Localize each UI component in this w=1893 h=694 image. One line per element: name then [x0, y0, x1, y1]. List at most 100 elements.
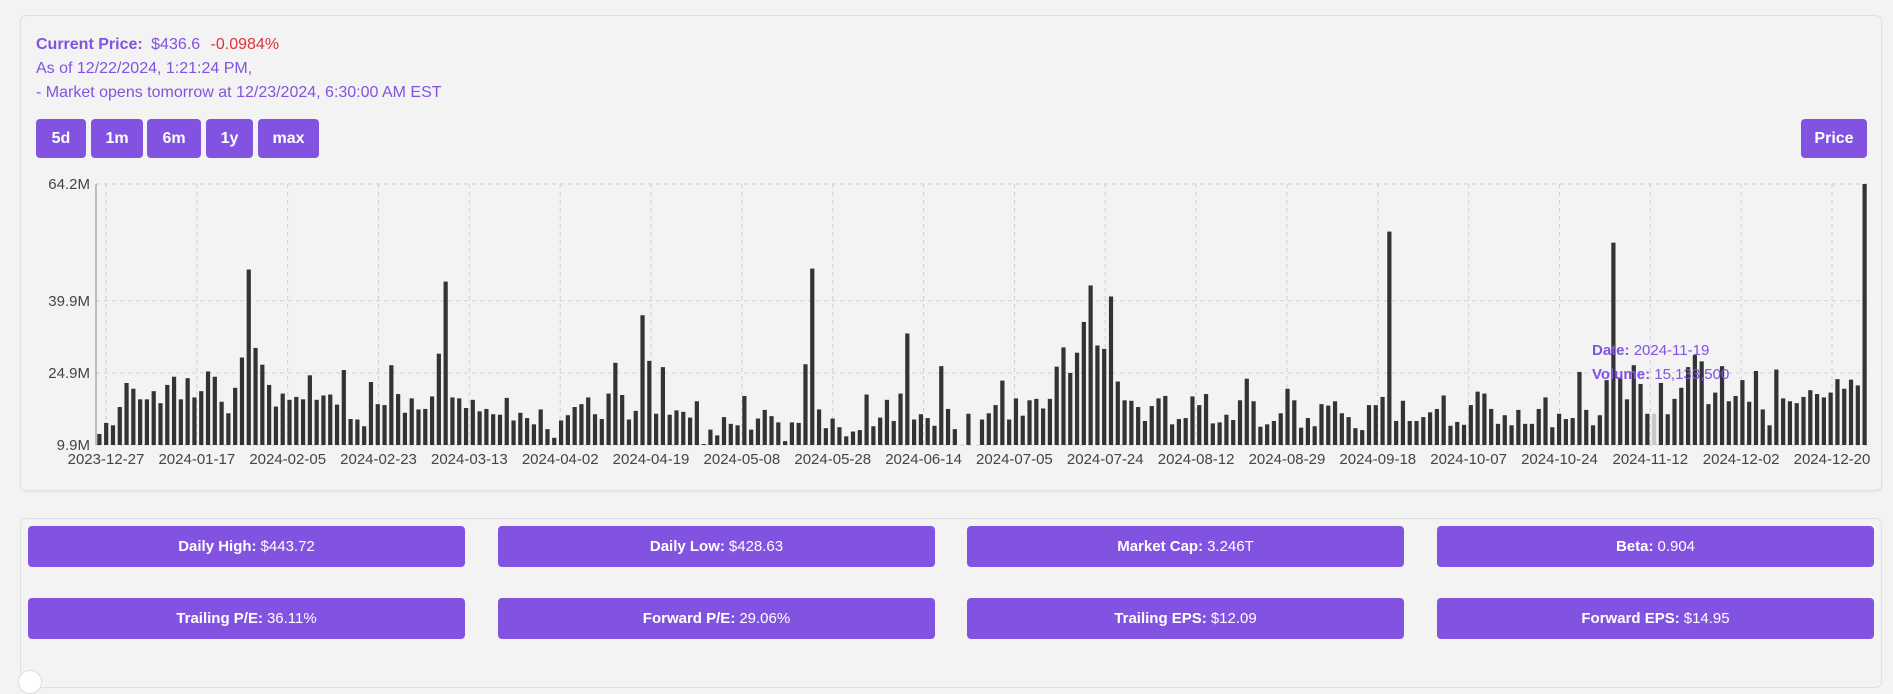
- volume-bar: [423, 408, 428, 445]
- volume-bar: [1115, 381, 1120, 445]
- volume-bar: [844, 436, 849, 445]
- volume-bar: [491, 414, 496, 445]
- volume-bar: [898, 393, 903, 445]
- x-tick-label: 2024-10-24: [1521, 451, 1598, 468]
- volume-bar: [620, 395, 625, 445]
- volume-bar: [939, 366, 944, 445]
- volume-bar: [348, 419, 353, 445]
- volume-bar: [1699, 361, 1704, 445]
- x-tick-label: 2024-03-13: [431, 451, 508, 468]
- volume-bar: [1265, 424, 1270, 445]
- volume-bar: [273, 406, 279, 445]
- volume-bar: [579, 404, 584, 445]
- volume-bar: [626, 419, 632, 445]
- volume-bar: [1312, 426, 1317, 445]
- price-toggle-button[interactable]: Price: [1801, 119, 1867, 158]
- volume-bar: [518, 412, 523, 445]
- volume-bar: [789, 422, 795, 445]
- volume-bar: [1760, 409, 1765, 445]
- y-tick-label: 9.9M: [57, 437, 90, 454]
- stat-label: Market Cap:: [1117, 538, 1204, 555]
- volume-bar: [1434, 408, 1439, 445]
- volume-bar: [314, 399, 319, 445]
- volume-bar: [1733, 395, 1738, 445]
- range-6m-button[interactable]: 6m: [147, 119, 201, 158]
- volume-bar: [708, 429, 713, 445]
- volume-bar: [640, 315, 645, 445]
- range-5d-button[interactable]: 5d: [36, 119, 86, 158]
- x-tick-label: 2024-09-18: [1339, 451, 1416, 468]
- volume-bar: [776, 422, 781, 445]
- volume-bar: [1237, 400, 1243, 445]
- volume-bar: [1034, 398, 1039, 445]
- x-tick-label: 2023-12-27: [68, 451, 145, 468]
- volume-bar: [1217, 422, 1222, 445]
- volume-bar: [912, 419, 917, 445]
- chart-grid: [96, 183, 1868, 446]
- y-tick-label: 39.9M: [48, 293, 90, 310]
- volume-bar: [1563, 419, 1568, 445]
- volume-bar: [1366, 405, 1372, 445]
- volume-bar: [932, 425, 937, 445]
- volume-bar: [409, 398, 414, 445]
- volume-bar: [1767, 425, 1772, 445]
- volume-bar: [1624, 399, 1630, 445]
- volume-bar: [1102, 348, 1107, 445]
- volume-bar: [1047, 398, 1052, 445]
- volume-bar: [1176, 419, 1181, 445]
- range-1m-button[interactable]: 1m: [91, 119, 143, 158]
- volume-bar: [1054, 366, 1059, 445]
- volume-bar: [1027, 400, 1032, 445]
- volume-bar: [755, 418, 761, 445]
- volume-bar: [246, 269, 251, 445]
- volume-bar: [477, 411, 482, 445]
- range-max-button[interactable]: max: [258, 119, 319, 158]
- volume-bar: [742, 395, 747, 445]
- stat-label: Daily Low:: [649, 538, 725, 555]
- volume-bar: [233, 387, 238, 445]
- current-price: $436.6: [151, 36, 201, 53]
- volume-bar: [1088, 285, 1093, 445]
- volume-bar: [1828, 392, 1833, 445]
- volume-bar: [687, 417, 693, 445]
- volume-bar: [1489, 408, 1494, 445]
- volume-bar: [1292, 400, 1297, 445]
- volume-bar: [463, 407, 469, 445]
- volume-bar: [1122, 400, 1127, 445]
- volume-bar: [701, 444, 706, 445]
- volume-bar: [171, 376, 177, 445]
- volume-bar: [918, 414, 923, 445]
- volume-bar: [905, 333, 910, 445]
- volume-bar: [1665, 414, 1670, 445]
- volume-bar: [1726, 401, 1731, 445]
- range-1y-button[interactable]: 1y: [206, 119, 253, 158]
- volume-bar: [667, 414, 672, 445]
- volume-bar: [1855, 385, 1860, 445]
- volume-bar: [1244, 378, 1249, 445]
- volume-bar: [796, 422, 801, 445]
- volume-bar: [531, 424, 537, 445]
- volume-bar: [334, 404, 340, 445]
- volume-bar: [1713, 392, 1718, 445]
- volume-bar: [294, 396, 299, 445]
- volume-bar: [1584, 409, 1589, 445]
- volume-bar: [572, 407, 577, 445]
- price-change: -0.0984%: [210, 36, 280, 53]
- volume-bar: [178, 399, 183, 445]
- volume-bar: [1427, 412, 1433, 445]
- stat-value: 29.06%: [739, 610, 791, 627]
- volume-bar: [1543, 397, 1548, 445]
- as-of-timestamp: As of 12/22/2024, 1:21:24 PM,: [36, 60, 253, 77]
- volume-bar: [1224, 414, 1229, 445]
- volume-bar: [654, 413, 659, 445]
- x-tick-label: 2024-01-17: [158, 451, 235, 468]
- volume-bar: [993, 405, 998, 445]
- volume-bar: [239, 357, 245, 445]
- volume-bar: [1672, 398, 1677, 445]
- volume-bar: [1706, 404, 1711, 445]
- volume-bar: [1251, 401, 1256, 445]
- volume-bar: [1108, 296, 1114, 445]
- volume-bar: [1319, 404, 1324, 445]
- volume-bar: [1258, 426, 1263, 445]
